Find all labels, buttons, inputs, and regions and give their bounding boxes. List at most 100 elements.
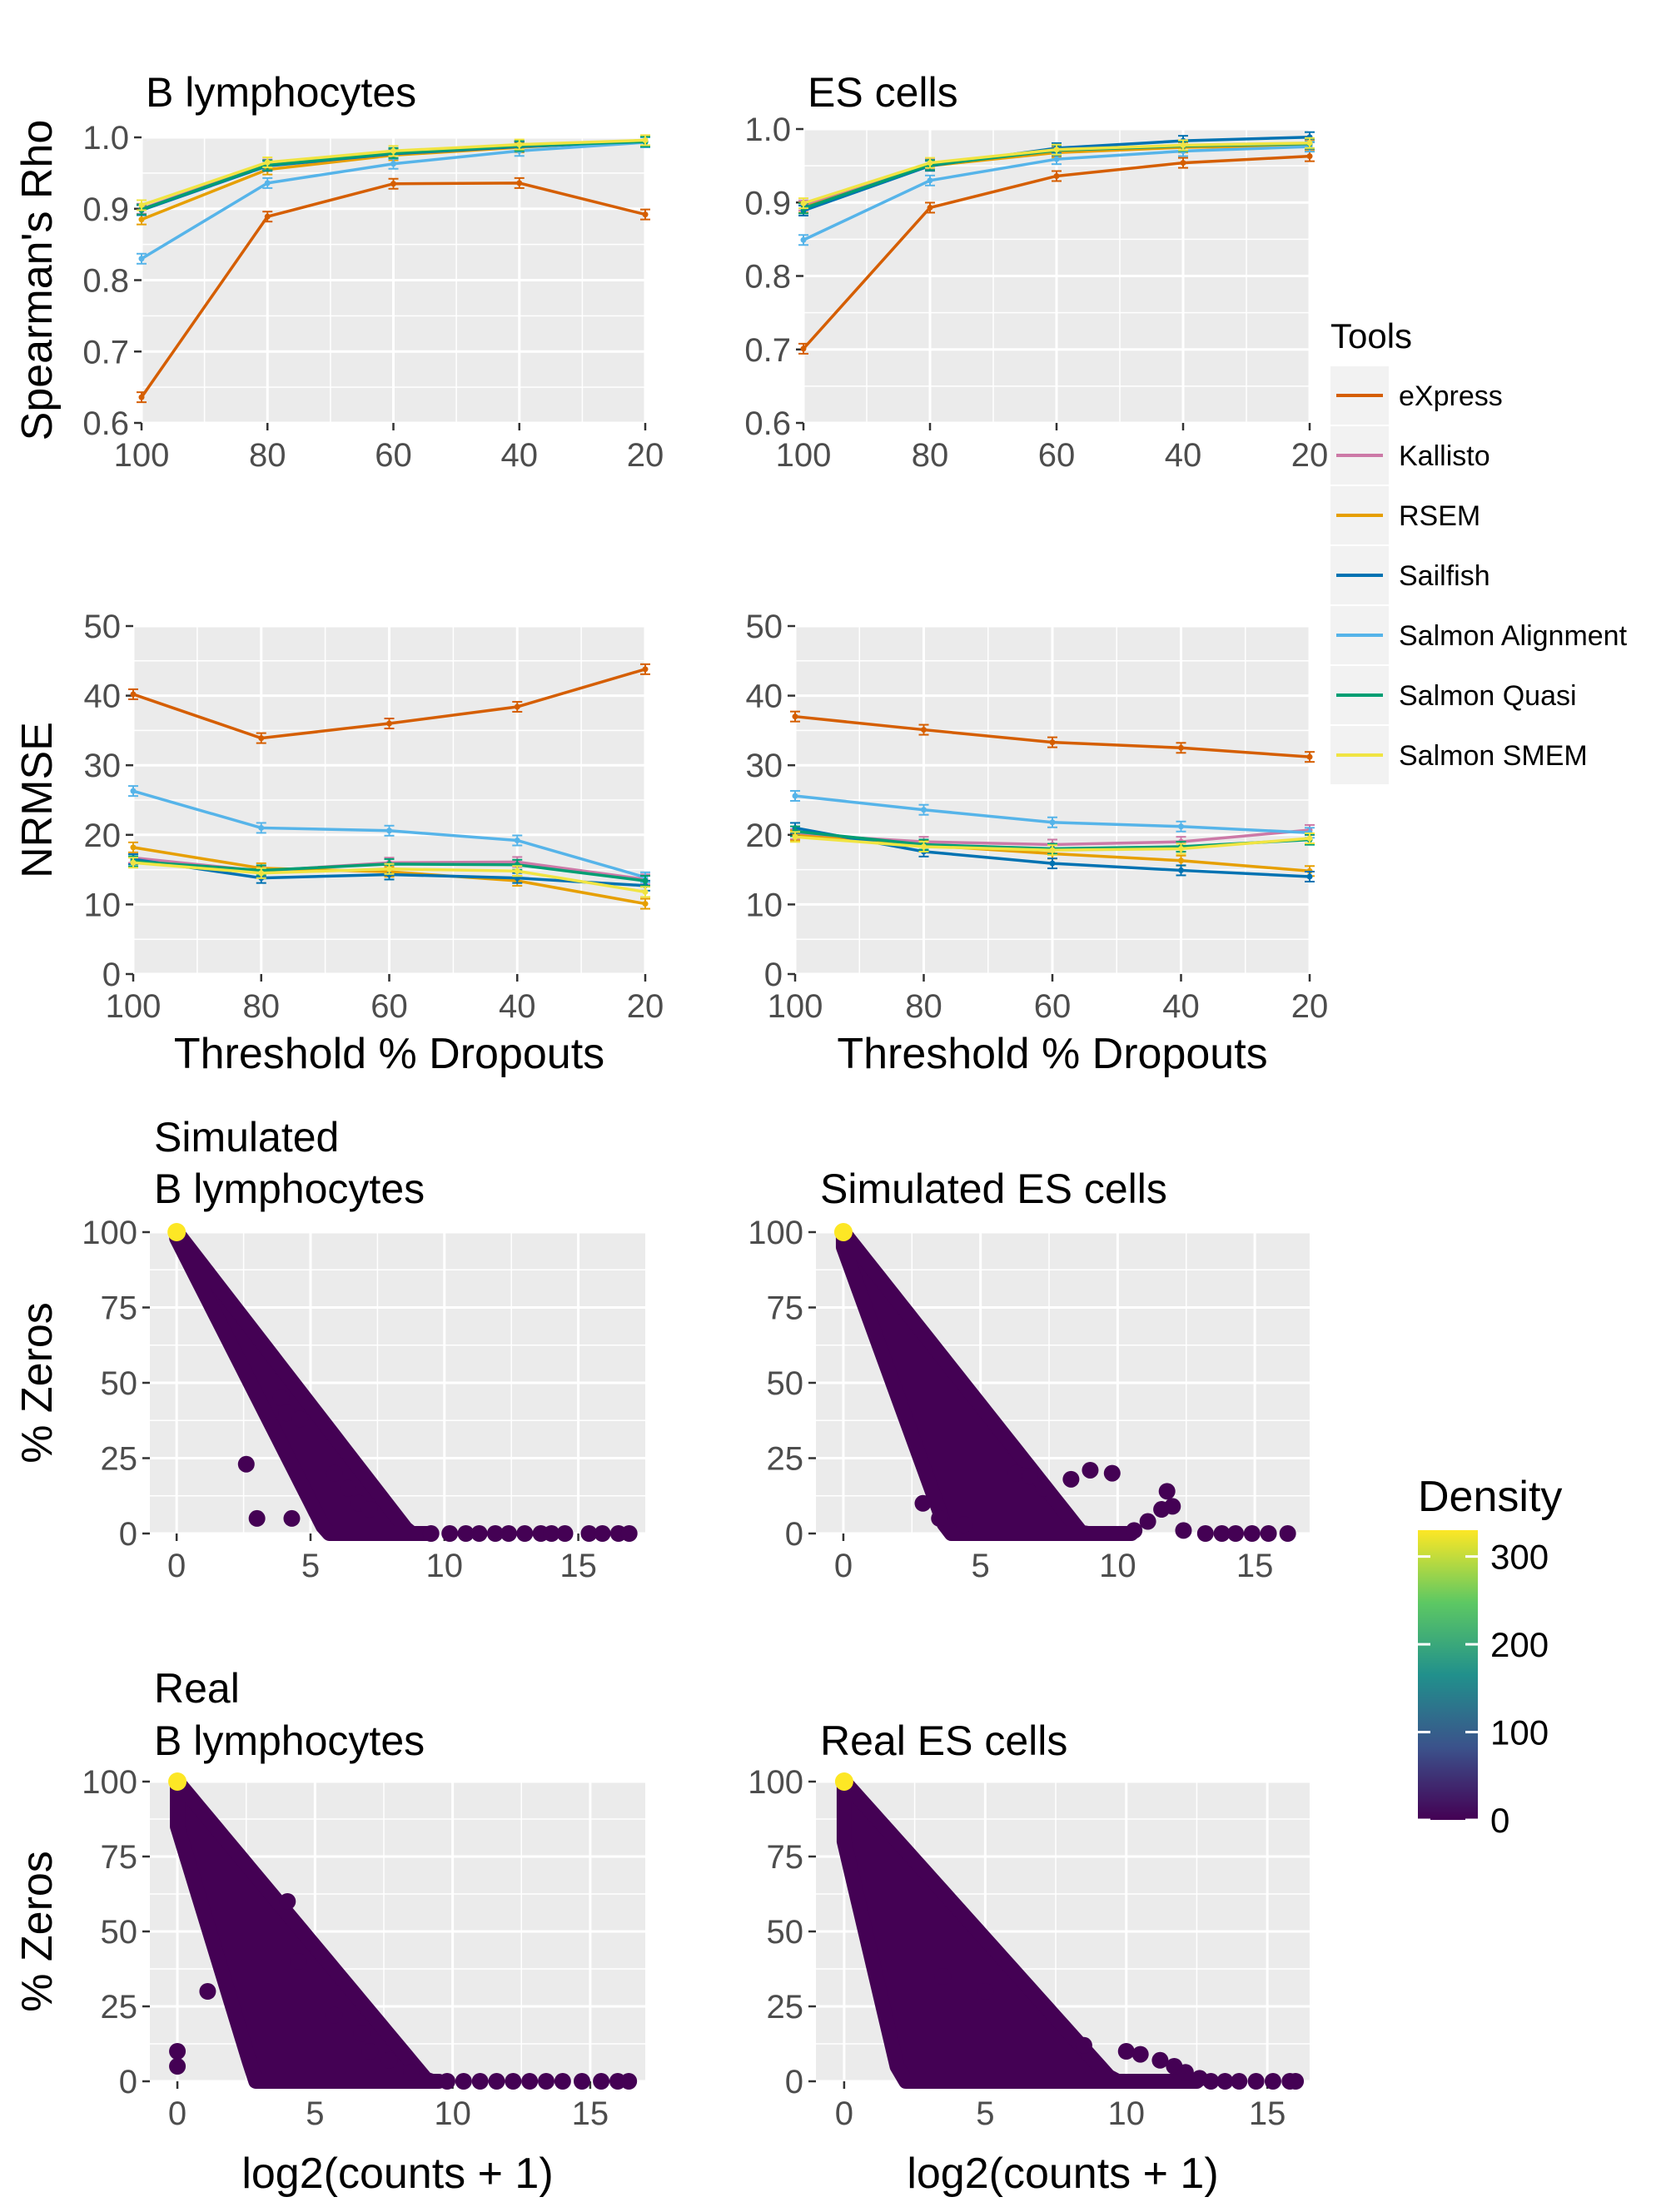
legend-item-salmon-quasi: Salmon Quasi xyxy=(1330,666,1577,724)
series-group xyxy=(128,663,650,910)
x-tick-label: 100 xyxy=(776,437,832,474)
legend-label: Salmon SMEM xyxy=(1399,740,1588,772)
legend-item-sailfish: Sailfish xyxy=(1330,546,1490,604)
high-density-point xyxy=(833,1223,853,1241)
scatter-point xyxy=(593,2073,610,2090)
scatter-point xyxy=(1117,2043,1135,2060)
panel-4: 0 10 20 30 40 50 100 80 60 40 20 Threshold % Dropou… xyxy=(746,609,1329,1078)
y-tick-label: 100 xyxy=(82,1764,137,1801)
high-density-point xyxy=(168,1772,187,1791)
scatter-point xyxy=(1243,1525,1261,1542)
y-tick-label: 75 xyxy=(767,1839,804,1876)
x-tick-label: 0 xyxy=(168,2095,186,2132)
colorbar-tick-label: 0 xyxy=(1490,1801,1509,1840)
scatter-point xyxy=(1202,2073,1220,2090)
y-tick-label: 0.7 xyxy=(82,334,129,370)
x-tick-label: 100 xyxy=(768,988,823,1025)
x-tick-label: 80 xyxy=(249,437,286,474)
y-tick-label: 20 xyxy=(84,818,122,854)
scatter-point xyxy=(199,1983,216,2000)
y-tick-label: 10 xyxy=(84,887,122,923)
colorbar-tick-label: 200 xyxy=(1490,1625,1549,1664)
y-axis-title: Spearman's Rho xyxy=(13,120,62,441)
series-group xyxy=(137,134,650,404)
x-tick-label: 15 xyxy=(1249,2095,1286,2132)
scatter-point xyxy=(1021,1468,1038,1485)
scatter-point xyxy=(361,1501,378,1519)
y-tick-label: 50 xyxy=(101,1365,138,1402)
y-tick-label: 10 xyxy=(746,887,783,923)
scatter-point xyxy=(977,1983,994,2000)
y-axis-title: NRMSE xyxy=(13,722,62,878)
y-tick-label: 20 xyxy=(746,818,783,854)
panel-title: B lymphocytes xyxy=(154,1166,425,1212)
x-tick-label: 60 xyxy=(1034,988,1072,1025)
scatter-point xyxy=(1231,2073,1248,2090)
scatter-point xyxy=(931,1509,948,1527)
legend-item-express: eXpress xyxy=(1330,366,1503,425)
legend-item-salmon-smem: Salmon SMEM xyxy=(1330,726,1588,784)
x-tick-label: 40 xyxy=(1162,988,1200,1025)
scatter-point xyxy=(914,1494,932,1512)
y-tick-label: 75 xyxy=(101,1290,138,1327)
scatter-point xyxy=(573,2073,590,2090)
scatter-point xyxy=(955,1516,972,1533)
panel-5: 0 25 50 75 100 0 5 10 15 Simulated B lymphocytes % … xyxy=(13,1114,645,1584)
x-tick-label: 15 xyxy=(572,2095,609,2132)
scatter-point xyxy=(422,1525,440,1542)
scatter-point xyxy=(471,2073,489,2090)
scatter-point xyxy=(326,2006,343,2024)
scatter-point xyxy=(340,1479,356,1497)
y-tick-label: 40 xyxy=(84,679,122,715)
y-tick-label: 25 xyxy=(767,1441,804,1478)
panel-2: 0.6 0.7 0.8 0.9 1.0 100 80 60 40 20 ES cells xyxy=(744,69,1328,474)
x-tick-label: 0 xyxy=(834,1548,853,1584)
scatter-point xyxy=(1131,2045,1149,2063)
scatter-point xyxy=(169,2043,186,2060)
x-tick-label: 0 xyxy=(167,1548,186,1584)
scatter-point xyxy=(237,1455,255,1473)
y-tick-label: 0 xyxy=(785,1516,803,1553)
x-tick-label: 10 xyxy=(1107,2095,1145,2132)
x-tick-label: 20 xyxy=(1291,988,1329,1025)
panel-1: 0.6 0.7 0.8 0.9 1.0 100 80 60 40 20 B lymphocytes S… xyxy=(13,69,664,474)
scatter-point xyxy=(594,1525,611,1542)
x-tick-label: 100 xyxy=(114,437,170,474)
y-tick-label: 0.9 xyxy=(82,191,129,228)
scatter-point xyxy=(516,1525,534,1542)
scatter-point xyxy=(1196,1525,1214,1542)
scatter-point xyxy=(1139,1513,1156,1530)
density-ticks: 0 100 200 300 xyxy=(1418,1538,1549,1840)
legend-label: Salmon Alignment xyxy=(1399,620,1628,652)
y-tick-label: 0.8 xyxy=(744,259,791,296)
x-tick-label: 60 xyxy=(371,988,408,1025)
x-tick-label: 10 xyxy=(434,2095,471,2132)
scatter-point xyxy=(500,1525,517,1542)
x-tick-label: 20 xyxy=(627,988,664,1025)
panel-6: 0 25 50 75 100 0 5 10 15 Simulated ES cells xyxy=(748,1166,1310,1584)
scatter-point xyxy=(1151,2051,1169,2069)
scatter-point xyxy=(326,1464,343,1482)
scatter-point xyxy=(1176,2064,1194,2081)
x-tick-label: 80 xyxy=(243,988,281,1025)
scatter-point xyxy=(1164,1498,1181,1515)
panel-title: ES cells xyxy=(808,69,958,116)
y-tick-label: 50 xyxy=(101,1914,138,1951)
scatter-point xyxy=(455,2073,472,2090)
scatter-point xyxy=(556,1525,574,1542)
x-tick-label: 80 xyxy=(912,437,949,474)
scatter-point xyxy=(403,2064,420,2081)
y-tick-label: 1.0 xyxy=(744,112,791,148)
panel-title: Real xyxy=(154,1665,240,1712)
scatter-point xyxy=(457,1525,475,1542)
density-legend-title: Density xyxy=(1418,1473,1562,1521)
scatter-point xyxy=(934,1968,952,1985)
x-tick-label: 10 xyxy=(1099,1548,1136,1584)
scatter-point xyxy=(554,2073,571,2090)
legend-item-salmon-alignment: Salmon Alignment xyxy=(1330,606,1628,664)
scatter-point xyxy=(1287,2073,1305,2090)
y-tick-label: 0 xyxy=(119,1516,137,1553)
scatter-point xyxy=(488,2073,505,2090)
y-tick-label: 50 xyxy=(84,609,122,645)
